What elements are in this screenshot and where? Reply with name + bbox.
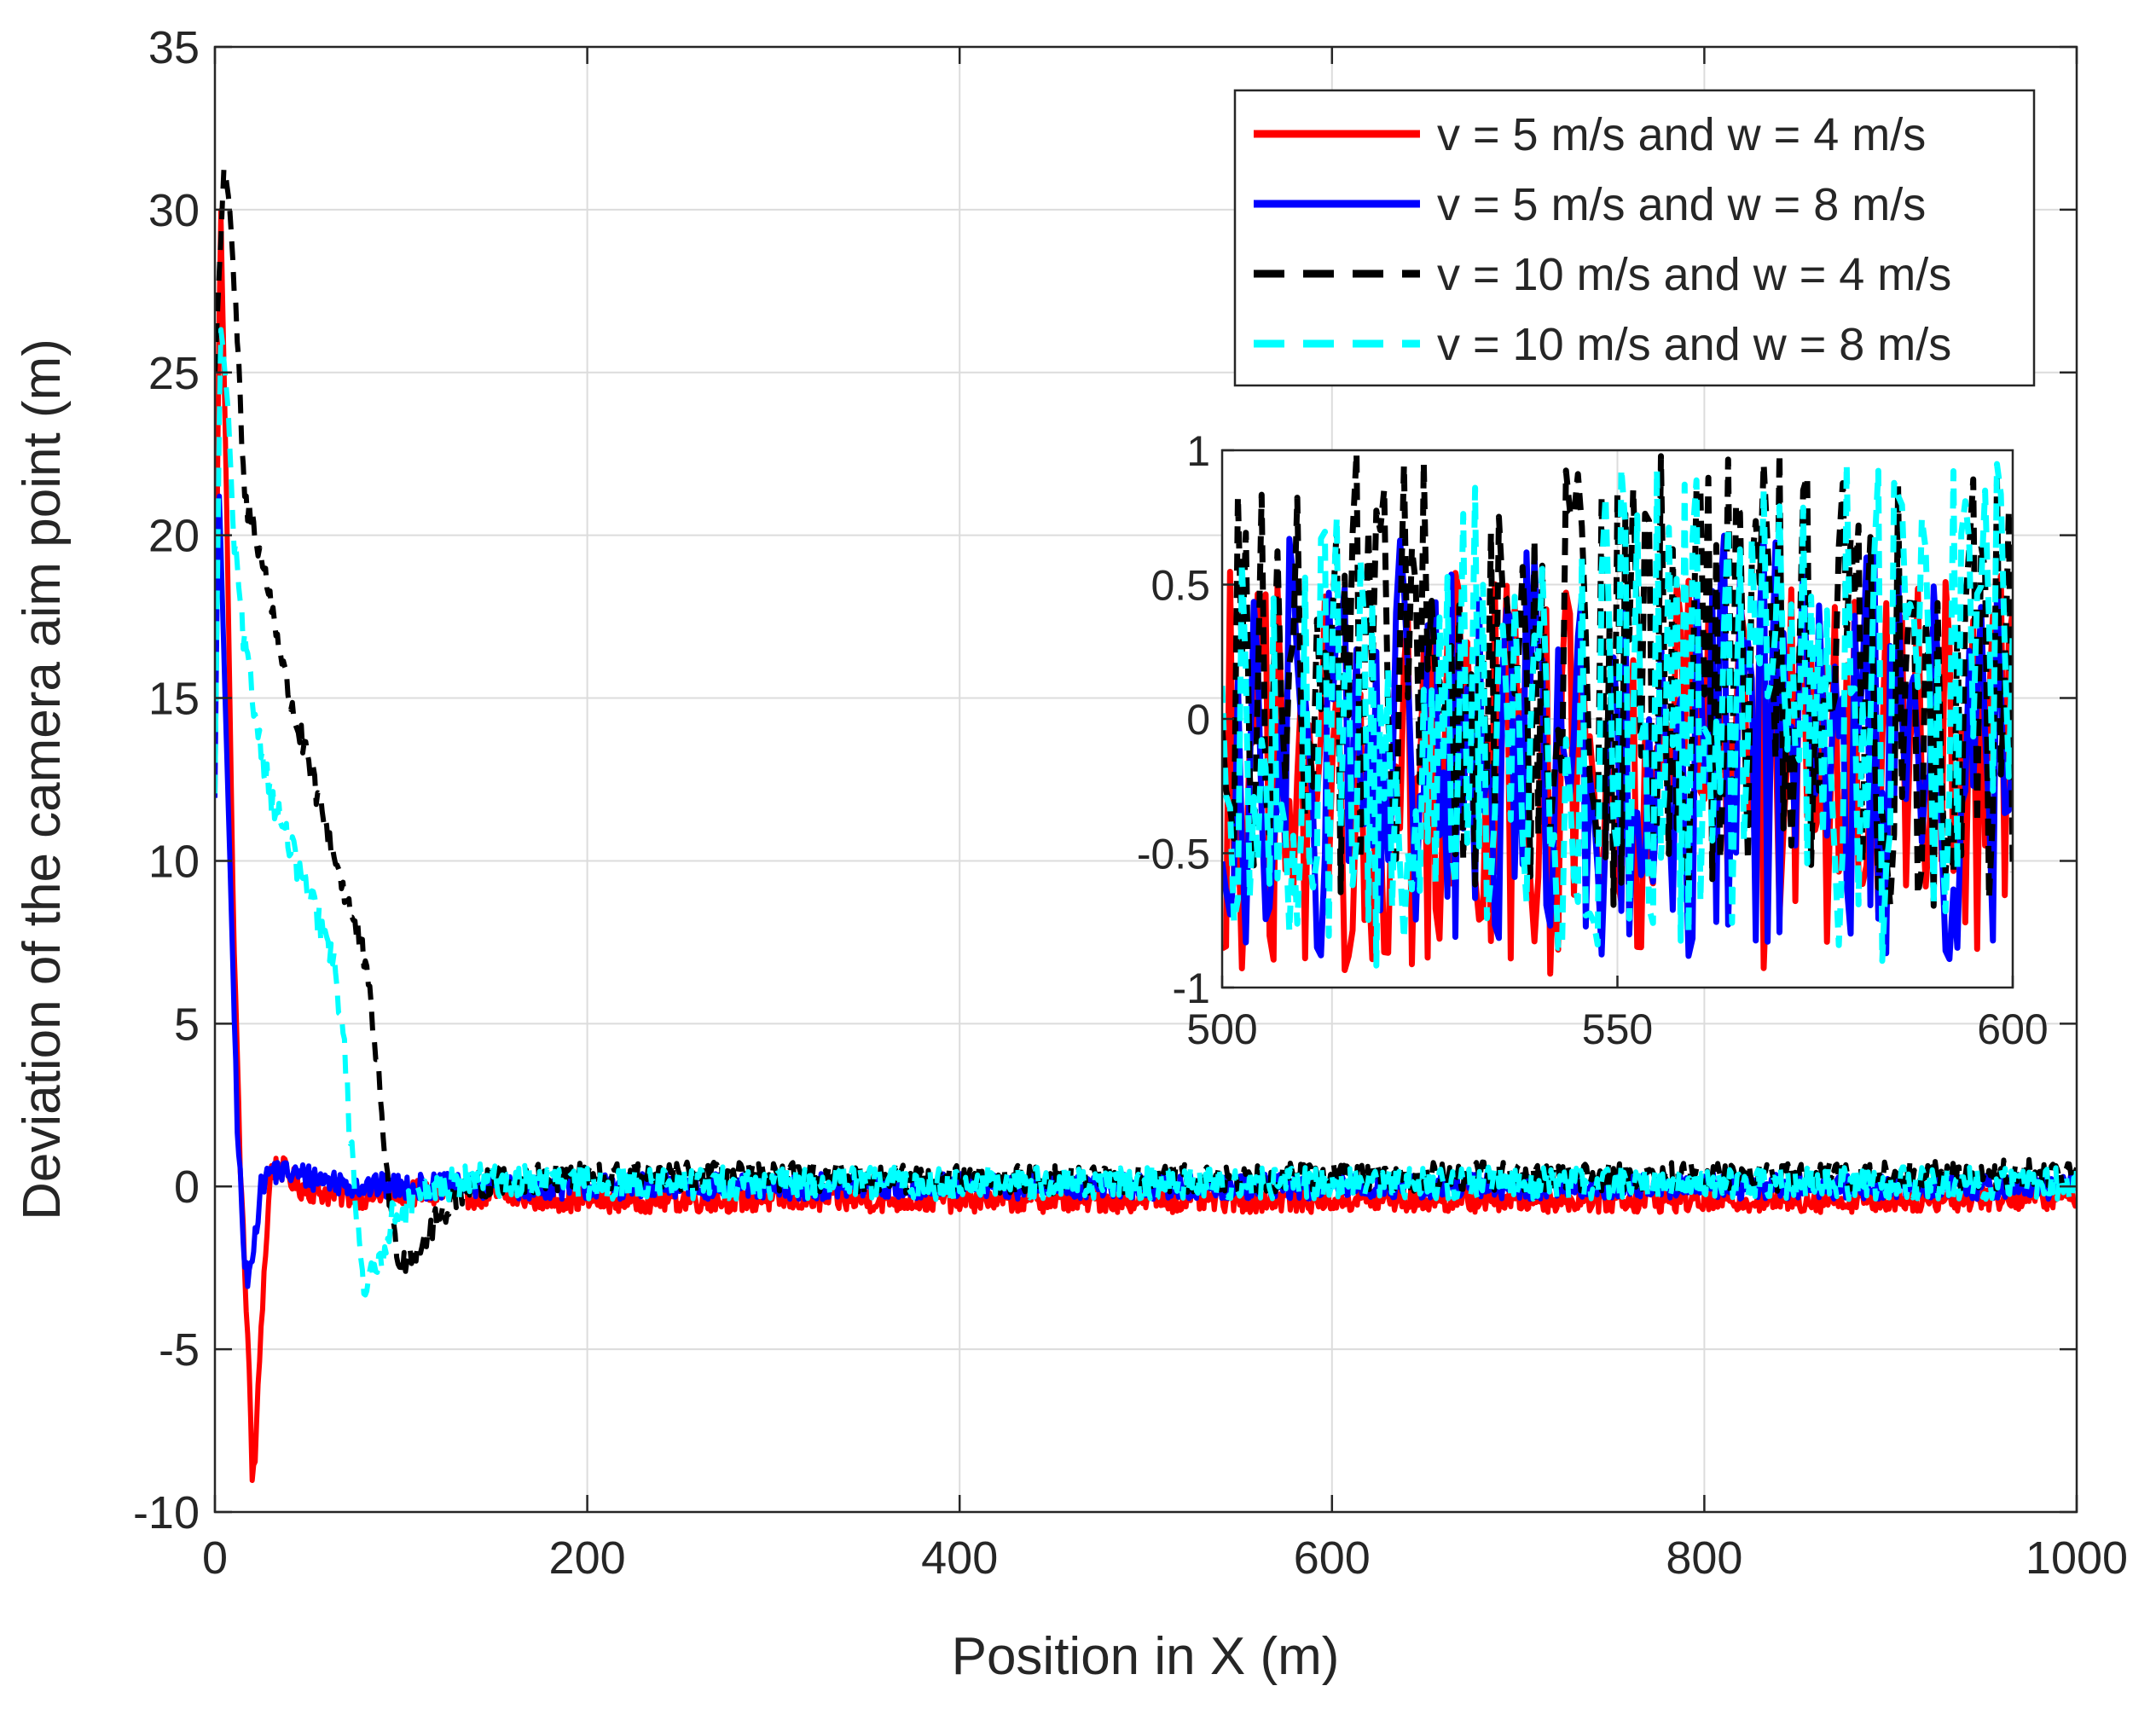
- y-tick-label: 35: [148, 22, 200, 73]
- legend-label: v = 5 m/s and w = 4 m/s: [1437, 109, 1926, 160]
- x-tick-label: 1000: [2026, 1532, 2128, 1584]
- inset-y-tick-label: -1: [1173, 965, 1210, 1012]
- legend-label: v = 5 m/s and w = 8 m/s: [1437, 179, 1926, 230]
- y-tick-label: 20: [148, 511, 200, 562]
- y-tick-label: -5: [159, 1324, 200, 1376]
- y-tick-label: 30: [148, 185, 200, 236]
- main-series-cyan-dashed: [215, 327, 2077, 1298]
- legend-label: v = 10 m/s and w = 8 m/s: [1437, 319, 1951, 370]
- x-tick-label: 400: [921, 1532, 998, 1584]
- inset-x-tick-label: 550: [1582, 1005, 1653, 1053]
- legend-label: v = 10 m/s and w = 4 m/s: [1437, 249, 1951, 300]
- y-tick-label: 25: [148, 348, 200, 399]
- y-tick-label: -10: [133, 1487, 200, 1538]
- inset-ticks: 500 550 600 -1 -0.5 0 0.5 1: [1137, 427, 2049, 1053]
- y-tick-label: 5: [174, 999, 200, 1050]
- y-tick-label: 15: [148, 674, 200, 725]
- inset-y-tick-label: 0: [1186, 696, 1210, 744]
- main-series-red: [215, 207, 2077, 1483]
- x-tick-label: 600: [1294, 1532, 1371, 1584]
- y-tick-label: 0: [174, 1162, 200, 1213]
- inset-y-tick-label: 0.5: [1150, 562, 1210, 610]
- main-series-group: [215, 166, 2077, 1483]
- inset-x-tick-label: 600: [1977, 1005, 2048, 1053]
- x-axis-label: Position in X (m): [952, 1627, 1340, 1686]
- x-tick-label: 800: [1666, 1532, 1742, 1584]
- inset-series-group: [1222, 450, 2013, 977]
- inset-x-tick-label: 500: [1186, 1005, 1257, 1053]
- x-tick-label: 200: [549, 1532, 626, 1584]
- y-axis-label: Deviation of the camera aim point (m): [13, 339, 72, 1220]
- inset-y-tick-label: 1: [1186, 427, 1210, 475]
- main-axes-frame: [213, 45, 2078, 1514]
- inset-series-cyan-dashed: [1222, 461, 2013, 969]
- inset-y-tick-label: -0.5: [1137, 831, 1210, 878]
- legend-box: [1233, 89, 2036, 387]
- x-tick-label: 0: [202, 1532, 228, 1584]
- inset-axes: 500 550 600 -1 -0.5 0 0.5 1: [1137, 427, 2049, 1053]
- legend: v = 5 m/s and w = 4 m/s v = 5 m/s and w =…: [1233, 89, 2036, 387]
- y-tick-label: 10: [148, 836, 200, 887]
